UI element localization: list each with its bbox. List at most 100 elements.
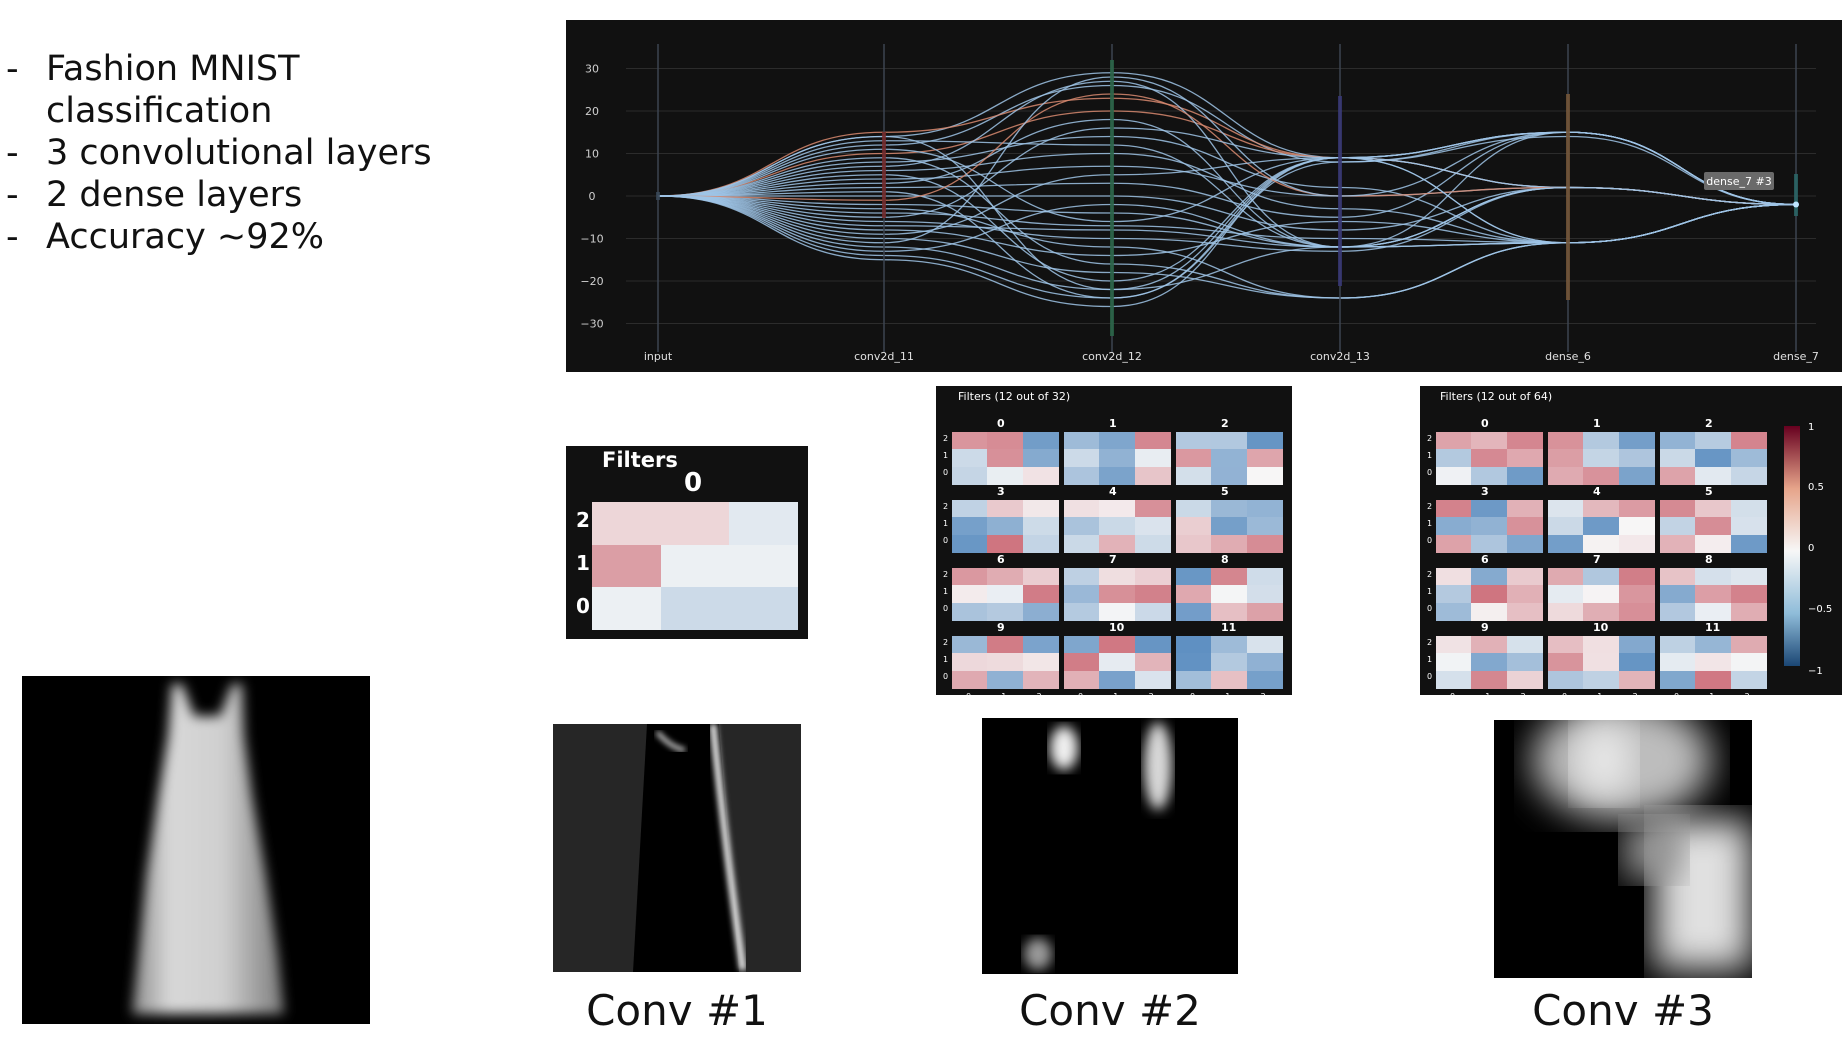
heatmap-cell <box>1695 585 1732 604</box>
heatmap-cell <box>660 587 730 631</box>
heatmap-cell <box>1099 636 1136 654</box>
heatmap-cell <box>592 587 661 631</box>
heatmap-cell <box>1246 653 1283 672</box>
heatmap-cell <box>1134 653 1171 672</box>
heatmap-cell <box>1099 534 1136 553</box>
row-label: 1 <box>943 655 949 664</box>
activation-map-conv1 <box>553 723 801 972</box>
heatmap-cell <box>1099 466 1136 485</box>
filter-index-label: 9 <box>997 621 1005 634</box>
heatmap-cell <box>1099 517 1136 536</box>
heatmap-cell <box>987 670 1024 689</box>
filter-grid[interactable]: 0 2 1 0 1 2 3 2 1 0 4 5 6 2 1 0 7 8 9 2 1 0 0 1 2 10 0 1 2 11 0 1 2 <box>936 386 1292 701</box>
col-label: 1 <box>1001 692 1007 701</box>
filter-index-label: 8 <box>1221 553 1229 566</box>
heatmap-cell <box>1134 432 1171 450</box>
filter-grid[interactable]: 0 2 1 0 1 2 3 2 1 0 4 5 6 2 1 0 7 8 9 2 1 0 0 1 2 10 0 1 2 11 0 1 2 <box>1420 386 1767 701</box>
caption-conv2: Conv #2 <box>1019 986 1201 1035</box>
axis-brush[interactable] <box>656 192 660 200</box>
heatmap-cell <box>1548 432 1584 450</box>
axis-brush[interactable] <box>1338 96 1342 286</box>
bullet-item: -3 convolutional layers <box>6 133 432 173</box>
axis-brush[interactable] <box>1566 94 1570 300</box>
heatmap-cell <box>1436 568 1472 586</box>
row-label: 1 <box>1427 519 1433 528</box>
tooltip-box <box>1704 172 1774 190</box>
heatmap-cell <box>1730 585 1767 604</box>
heatmap-cell <box>1583 568 1620 586</box>
filters-title: Filters <box>602 448 678 472</box>
heatmap-cell <box>1099 500 1136 518</box>
heatmap-cell <box>1436 534 1472 553</box>
axis-brush[interactable] <box>1110 60 1114 336</box>
axis-brush[interactable] <box>882 132 886 218</box>
heatmap-cell <box>1176 432 1212 450</box>
row-label: 0 <box>943 536 949 545</box>
heatmap-cell <box>1548 517 1584 536</box>
heatmap-cell <box>1134 449 1171 468</box>
heatmap-cell <box>1211 670 1248 689</box>
col-label: 1 <box>1709 692 1715 701</box>
heatmap-cell <box>1730 568 1767 586</box>
activation-polyline <box>657 76 1797 244</box>
col-label: 2 <box>1260 692 1266 701</box>
heatmap-cell <box>987 432 1024 450</box>
heatmap-cell <box>1176 585 1212 604</box>
activation-polyline <box>658 186 1797 231</box>
heatmap-cell <box>1246 500 1283 518</box>
heatmap-cell <box>1618 432 1655 450</box>
heatmap-cell <box>1022 568 1059 586</box>
input-image-dress <box>22 676 370 1024</box>
heatmap-cell <box>1099 585 1136 604</box>
row-label: 1 <box>1427 655 1433 664</box>
filter-index-label: 7 <box>1593 553 1601 566</box>
heatmap-cell <box>1064 585 1100 604</box>
filter-index-label: 6 <box>997 553 1005 566</box>
y-tick-label: −20 <box>580 275 603 288</box>
heatmap-cell <box>1506 653 1543 672</box>
heatmap-cell <box>952 500 988 518</box>
heatmap-cell <box>987 534 1024 553</box>
heatmap-cell <box>1064 449 1100 468</box>
heatmap-cell <box>1022 670 1059 689</box>
heatmap-cell <box>1618 449 1655 468</box>
filter-index-label: 5 <box>1221 485 1229 498</box>
row-label: 0 <box>1427 468 1433 477</box>
heatmap-cell <box>987 466 1024 485</box>
heatmap-cell <box>952 670 988 689</box>
heatmap-cell <box>1730 636 1767 654</box>
col-label: 2 <box>1520 692 1526 701</box>
filter-heatmap[interactable] <box>592 502 799 631</box>
heatmap-cell <box>1134 500 1171 518</box>
heatmap-cell <box>1246 602 1283 621</box>
filter-index-label: 6 <box>1481 553 1489 566</box>
heatmap-cell <box>1548 534 1584 553</box>
filters-title: Filters (12 out of 32) <box>958 390 1071 403</box>
heatmap-cell <box>1583 517 1620 536</box>
heatmap-cell <box>1583 500 1620 518</box>
heatmap-cell <box>1134 466 1171 485</box>
heatmap-cell <box>1660 517 1696 536</box>
heatmap-cell <box>1548 653 1584 672</box>
axis-brush[interactable] <box>1794 174 1798 216</box>
heatmap-cell <box>1730 432 1767 450</box>
heatmap-cell <box>1064 534 1100 553</box>
heatmap-cell <box>729 502 799 545</box>
filter-index-label: 2 <box>1221 417 1229 430</box>
parallel-coordinates-plot[interactable]: 30 20 10 0 −10 −20 −30 input conv2d_11 conv2d_12 c… <box>566 20 1842 372</box>
heatmap-cell <box>1695 432 1732 450</box>
col-label: 0 <box>1078 692 1084 701</box>
heatmap-cell <box>1660 534 1696 553</box>
filter-index-label: 4 <box>1109 485 1117 498</box>
heatmap-cell <box>1134 636 1171 654</box>
colorbar-tick: −1 <box>1808 666 1823 677</box>
heatmap-cell <box>1548 568 1584 586</box>
heatmap-cell <box>1211 534 1248 553</box>
heatmap-cell <box>1506 432 1543 450</box>
heatmap-cell <box>1246 534 1283 553</box>
heatmap-cell <box>1211 517 1248 536</box>
row-label: 2 <box>943 570 949 579</box>
filter-index-label: 3 <box>997 485 1005 498</box>
heatmap-cell <box>1730 517 1767 536</box>
heatmap-cell <box>1176 636 1212 654</box>
